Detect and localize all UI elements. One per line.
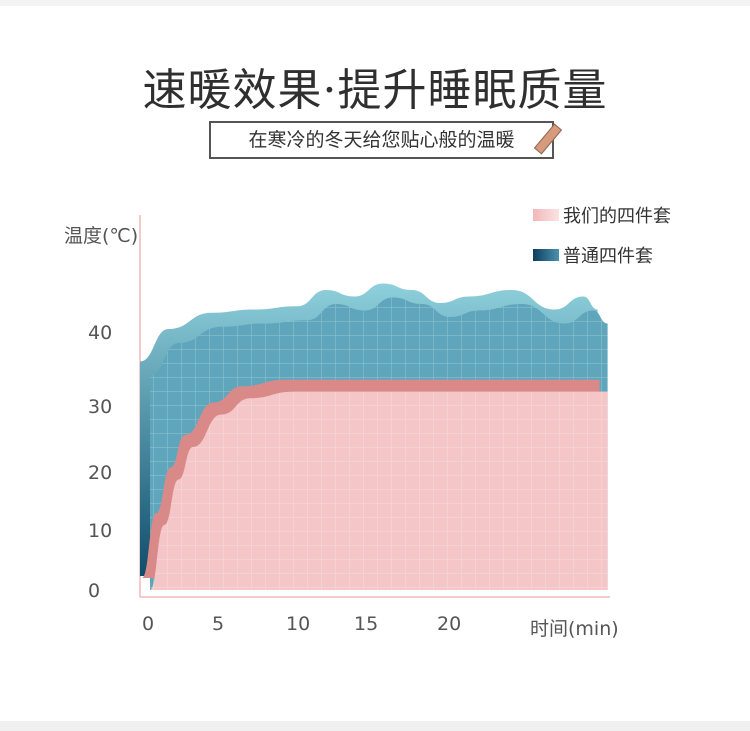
x-tick-label: 20	[437, 613, 462, 635]
legend-item-ours: 我们的四件套	[533, 202, 671, 228]
series-0-grid	[150, 391, 608, 590]
top-divider	[0, 0, 750, 6]
y-tick-label: 0	[88, 580, 101, 602]
x-tick-label: 15	[354, 613, 379, 635]
legend-swatch-pink	[533, 209, 559, 221]
y-tick-label: 10	[88, 520, 113, 542]
x-tick-label: 10	[286, 613, 311, 635]
y-tick-label: 30	[88, 396, 113, 418]
y-tick-label: 20	[88, 462, 113, 484]
page-title: 速暖效果·提升睡眠质量	[142, 65, 608, 116]
legend-item-regular: 普通四件套	[533, 242, 653, 268]
bottom-divider	[0, 721, 750, 731]
x-tick-label: 5	[212, 613, 225, 635]
legend-label: 我们的四件套	[563, 206, 671, 227]
legend-swatch-blue	[533, 249, 559, 261]
y-tick-label: 40	[88, 322, 113, 344]
x-axis-label: 时间(min)	[530, 618, 619, 640]
x-tick-label: 0	[142, 613, 155, 635]
y-axis-label: 温度(℃)	[64, 225, 139, 247]
legend-label: 普通四件套	[563, 246, 653, 267]
